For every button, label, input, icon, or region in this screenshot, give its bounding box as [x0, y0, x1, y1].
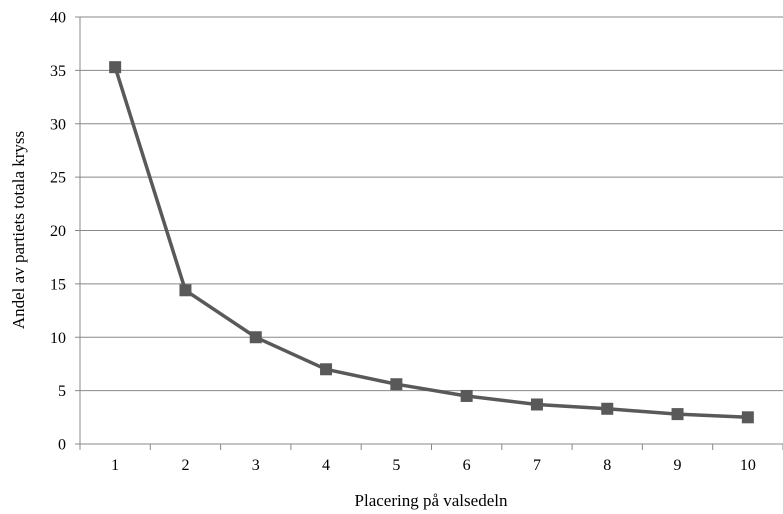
x-tick-label: 9 [674, 457, 682, 474]
x-tick-label: 8 [603, 457, 611, 474]
y-tick-labels: 0 5 10 15 20 25 30 35 40 [50, 10, 66, 454]
data-point-marker [179, 284, 192, 297]
x-axis-title: Placering på valsedeln [355, 491, 508, 510]
y-tick-label: 5 [58, 383, 66, 400]
y-tick-label: 0 [58, 437, 66, 454]
series-line [113, 66, 748, 420]
data-point-marker [249, 331, 262, 344]
gridlines [80, 16, 783, 392]
x-tick-label: 1 [111, 457, 119, 474]
data-point-marker [460, 389, 473, 402]
data-point-marker [109, 61, 122, 74]
x-tick-label: 7 [533, 457, 541, 474]
y-axis-title: Andel av partiets totala kryss [9, 131, 28, 329]
axes [75, 16, 783, 450]
y-tick-label: 30 [50, 116, 66, 133]
y-tick-label: 40 [50, 10, 66, 27]
data-point-marker [671, 408, 684, 421]
x-tick-label: 3 [252, 457, 260, 474]
y-tick-label: 35 [50, 63, 66, 80]
data-point-marker [601, 402, 614, 415]
series [109, 61, 754, 424]
x-tick-label: 2 [181, 457, 189, 474]
x-tick-label: 6 [463, 457, 471, 474]
data-point-marker [530, 398, 543, 411]
x-tick-label: 5 [392, 457, 400, 474]
data-point-marker [320, 363, 333, 376]
y-tick-label: 25 [50, 170, 66, 187]
data-point-marker [390, 378, 403, 391]
y-tick-label: 20 [50, 223, 66, 240]
y-tick-label: 15 [50, 276, 66, 293]
x-tick-labels: 1 2 3 4 5 6 7 8 9 10 [111, 457, 756, 474]
x-tick-label: 10 [740, 457, 756, 474]
y-tick-label: 10 [50, 330, 66, 347]
x-tick-label: 4 [322, 457, 330, 474]
data-point-marker [741, 411, 754, 424]
